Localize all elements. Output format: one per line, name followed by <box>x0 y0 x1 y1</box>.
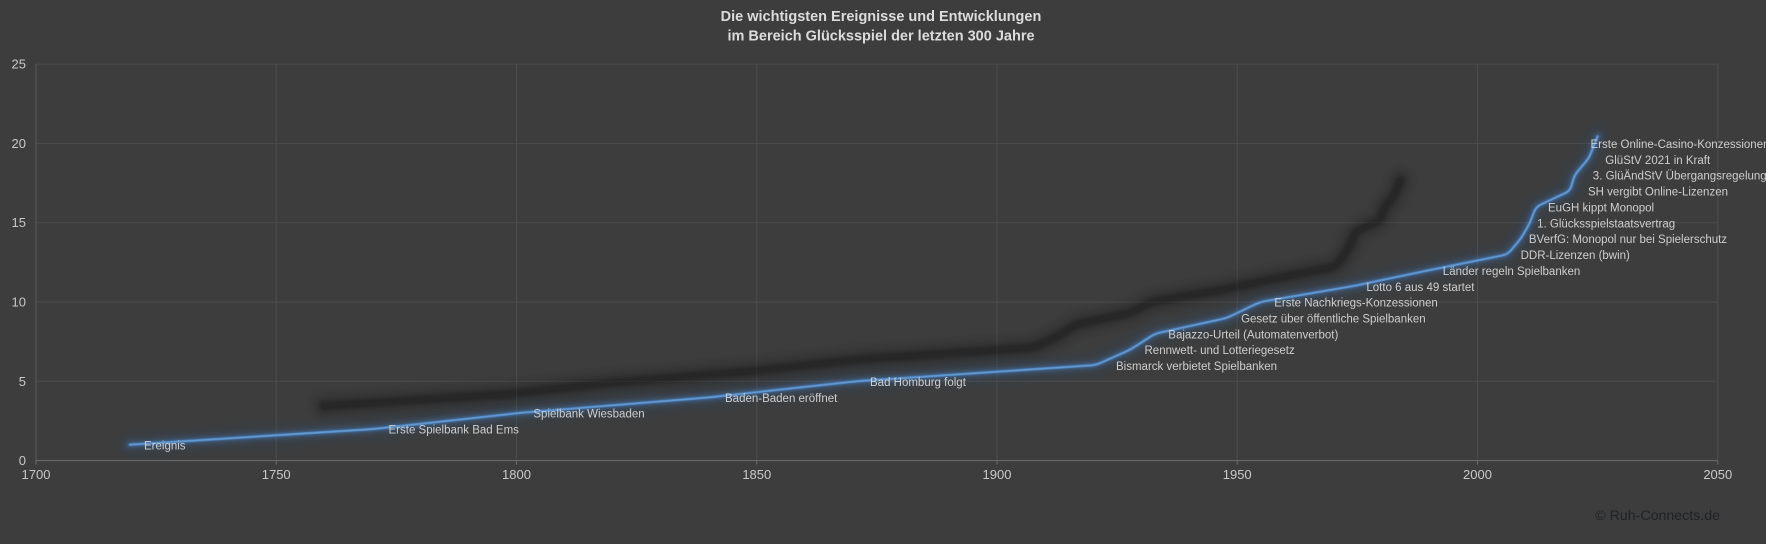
svg-text:Spielbank Wiesbaden: Spielbank Wiesbaden <box>533 409 644 421</box>
svg-text:Länder regeln Spielbanken: Länder regeln Spielbanken <box>1443 266 1580 278</box>
svg-text:SH vergibt Online-Lizenzen: SH vergibt Online-Lizenzen <box>1588 187 1728 199</box>
svg-text:Ereignis: Ereignis <box>144 440 186 452</box>
svg-text:EuGH kippt Monopol: EuGH kippt Monopol <box>1548 202 1654 214</box>
svg-text:15: 15 <box>12 215 26 230</box>
svg-text:1950: 1950 <box>1223 467 1252 482</box>
svg-text:3. GlüÄndStV Übergangsregelung: 3. GlüÄndStV Übergangsregelung <box>1593 171 1766 183</box>
svg-text:Die wichtigsten Ereignisse und: Die wichtigsten Ereignisse und Entwicklu… <box>721 9 1042 25</box>
svg-text:Lotto 6 aus 49 startet: Lotto 6 aus 49 startet <box>1366 282 1475 294</box>
svg-text:1. Glücksspielstaatsvertrag: 1. Glücksspielstaatsvertrag <box>1537 218 1675 230</box>
svg-text:im Bereich Glücksspiel der let: im Bereich Glücksspiel der letzten 300 J… <box>727 28 1034 44</box>
svg-text:5: 5 <box>19 374 26 389</box>
svg-text:1800: 1800 <box>502 467 531 482</box>
svg-text:Erste Nachkriegs-Konzessionen: Erste Nachkriegs-Konzessionen <box>1274 298 1438 310</box>
svg-text:Erste Online-Casino-Konzession: Erste Online-Casino-Konzessionen <box>1591 139 1766 151</box>
svg-text:DDR-Lizenzen (bwin): DDR-Lizenzen (bwin) <box>1521 250 1630 262</box>
svg-text:Baden-Baden eröffnet: Baden-Baden eröffnet <box>725 393 838 405</box>
svg-text:Bismarck verbietet Spielbanken: Bismarck verbietet Spielbanken <box>1116 361 1277 373</box>
svg-text:2050: 2050 <box>1703 467 1732 482</box>
svg-text:Gesetz über öffentliche Spielb: Gesetz über öffentliche Spielbanken <box>1241 314 1426 326</box>
svg-text:1850: 1850 <box>742 467 771 482</box>
svg-text:Bad Homburg folgt: Bad Homburg folgt <box>870 377 967 389</box>
svg-text:Rennwett- und Lotteriegesetz: Rennwett- und Lotteriegesetz <box>1145 345 1295 357</box>
svg-text:20: 20 <box>12 136 26 151</box>
svg-text:Bajazzo-Urteil (Automatenverbo: Bajazzo-Urteil (Automatenverbot) <box>1168 329 1338 341</box>
svg-text:1700: 1700 <box>22 467 51 482</box>
svg-text:GlüStV 2021 in Kraft: GlüStV 2021 in Kraft <box>1605 155 1711 167</box>
svg-text:25: 25 <box>12 57 26 72</box>
svg-text:1900: 1900 <box>983 467 1012 482</box>
svg-text:BVerfG: Monopol nur bei Spiele: BVerfG: Monopol nur bei Spielerschutz <box>1529 234 1727 246</box>
svg-text:Erste Spielbank Bad Ems: Erste Spielbank Bad Ems <box>389 425 520 437</box>
svg-text:0: 0 <box>19 453 26 468</box>
svg-text:1750: 1750 <box>262 467 291 482</box>
svg-text:© Ruh-Connects.de: © Ruh-Connects.de <box>1595 508 1720 524</box>
svg-text:10: 10 <box>12 295 26 310</box>
svg-text:2000: 2000 <box>1463 467 1492 482</box>
